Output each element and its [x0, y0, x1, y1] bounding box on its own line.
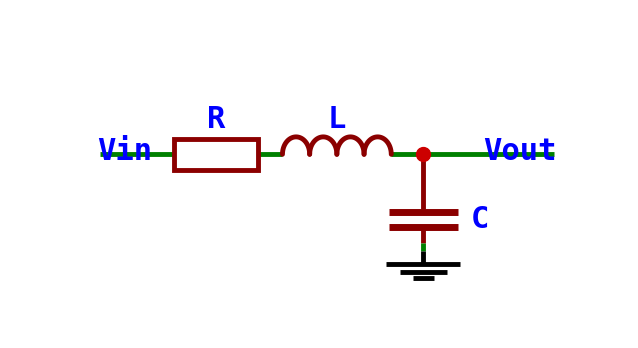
Text: Vout: Vout	[484, 137, 557, 166]
Text: L: L	[328, 105, 346, 134]
Text: Vin: Vin	[97, 137, 152, 166]
Text: C: C	[470, 205, 489, 234]
Bar	[174, 139, 258, 170]
Text: R: R	[207, 105, 225, 134]
